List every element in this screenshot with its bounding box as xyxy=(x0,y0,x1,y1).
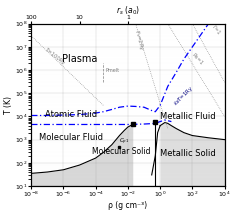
Text: Pmelt: Pmelt xyxy=(105,68,120,73)
Text: F$_e$=2Ry: F$_e$=2Ry xyxy=(132,28,146,52)
Text: T=100Ry: T=100Ry xyxy=(44,47,66,65)
Text: Plasma: Plasma xyxy=(62,54,97,64)
Text: Metallic Solid: Metallic Solid xyxy=(160,149,215,158)
Text: Rs=1: Rs=1 xyxy=(191,52,204,66)
Text: Metallic Fluid: Metallic Fluid xyxy=(160,112,215,121)
Text: Atomic Fluid: Atomic Fluid xyxy=(45,110,97,119)
X-axis label: ρ (g cm⁻³): ρ (g cm⁻³) xyxy=(108,201,148,210)
Text: Molecular Solid: Molecular Solid xyxy=(92,147,151,156)
Text: Γ=1: Γ=1 xyxy=(211,25,221,36)
X-axis label: $r_s\ (a_0)$: $r_s\ (a_0)$ xyxy=(116,4,140,17)
Text: Molecular Fluid: Molecular Fluid xyxy=(39,133,103,142)
Y-axis label: T (K): T (K) xyxy=(4,96,13,114)
Text: $k_BT$=1Ry: $k_BT$=1Ry xyxy=(172,83,196,108)
Text: $C_{p1}$: $C_{p1}$ xyxy=(119,137,130,147)
